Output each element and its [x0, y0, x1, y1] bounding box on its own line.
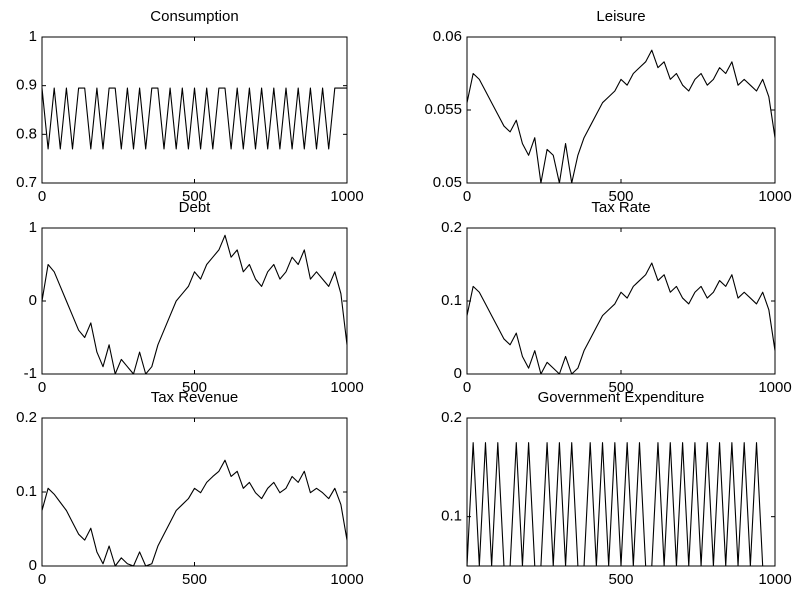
- data-line: [41, 87, 347, 150]
- x-tick-label: 500: [608, 571, 633, 588]
- panel-title: Consumption: [150, 8, 238, 25]
- x-tick-label: 500: [182, 571, 207, 588]
- x-tick-label: 500: [608, 379, 633, 396]
- x-tick-label: 0: [463, 379, 471, 396]
- y-tick-label: 1: [29, 28, 37, 45]
- axes-frame: [466, 227, 776, 375]
- panel-title: Tax Revenue: [151, 389, 239, 406]
- y-tick-label: 0.1: [441, 508, 462, 525]
- x-tick-label: 500: [182, 379, 207, 396]
- y-tick-label: 0.1: [441, 292, 462, 309]
- data-line: [466, 262, 776, 375]
- data-line: [41, 234, 348, 375]
- y-tick-label: 1: [29, 219, 37, 236]
- y-tick-label: 0.06: [433, 28, 462, 45]
- x-tick-label: 0: [38, 379, 46, 396]
- axes-frame: [466, 417, 776, 567]
- y-tick-label: -1: [24, 365, 37, 382]
- axes-frame: [466, 36, 776, 184]
- y-tick-label: 0: [29, 557, 37, 574]
- y-tick-label: 0.2: [16, 409, 37, 426]
- data-line: [466, 49, 776, 184]
- panel-title: Debt: [179, 199, 212, 216]
- y-tick-label: 0.8: [16, 125, 37, 142]
- x-tick-label: 1000: [330, 379, 363, 396]
- x-tick-label: 0: [38, 571, 46, 588]
- y-tick-label: 0.2: [441, 219, 462, 236]
- axes-frame: [41, 417, 348, 567]
- y-tick-label: 0: [29, 292, 37, 309]
- panel-title: Government Expenditure: [538, 389, 705, 406]
- x-tick-label: 1000: [758, 379, 791, 396]
- x-tick-label: 0: [463, 188, 471, 205]
- y-tick-label: 0.7: [16, 174, 37, 191]
- x-tick-label: 1000: [330, 571, 363, 588]
- panel-title: Tax Rate: [591, 199, 650, 216]
- data-line: [466, 442, 775, 567]
- axes-frame: [41, 227, 348, 375]
- axes-frame: [41, 36, 348, 184]
- x-tick-label: 1000: [758, 188, 791, 205]
- x-tick-label: 0: [38, 188, 46, 205]
- x-tick-label: 1000: [758, 571, 791, 588]
- y-tick-label: 0: [454, 365, 462, 382]
- y-tick-label: 0.9: [16, 77, 37, 94]
- panel-title: Leisure: [596, 8, 645, 25]
- y-tick-label: 0.2: [441, 409, 462, 426]
- data-line: [41, 459, 348, 567]
- x-tick-label: 500: [182, 188, 207, 205]
- y-tick-label: 0.1: [16, 483, 37, 500]
- x-tick-label: 1000: [330, 188, 363, 205]
- y-tick-label: 0.055: [424, 101, 462, 118]
- x-tick-label: 500: [608, 188, 633, 205]
- y-tick-label: 0.05: [433, 174, 462, 191]
- x-tick-label: 0: [463, 571, 471, 588]
